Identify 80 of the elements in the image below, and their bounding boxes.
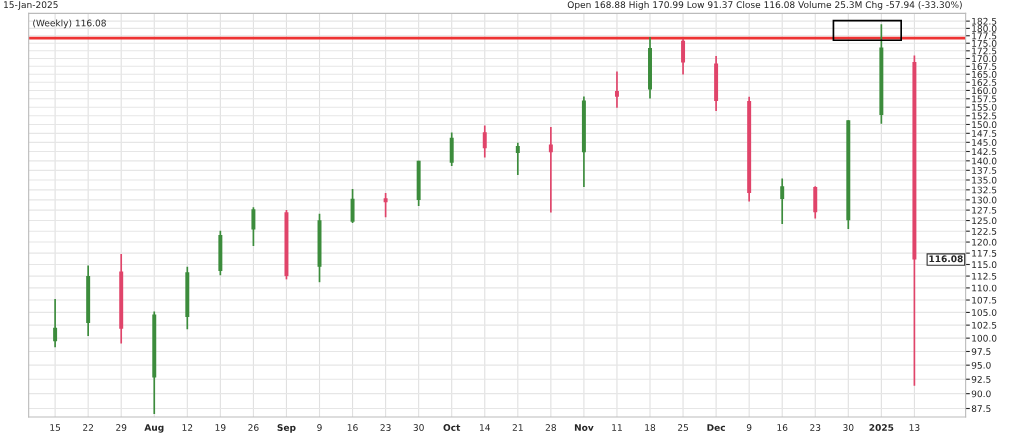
x-tick-label: 29 (116, 424, 127, 431)
y-tick-label: 170.0 (972, 55, 997, 63)
y-tick-label: 127.5 (972, 206, 997, 214)
x-tick-label: 11 (612, 424, 622, 431)
y-tick-label: 182.5 (972, 17, 997, 25)
x-tick-label: 9 (317, 424, 322, 431)
y-tick-label: 97.5 (971, 348, 991, 356)
x-tick-label: Sep (277, 424, 296, 433)
y-tick-label: 177.5 (972, 32, 997, 40)
x-tick-label: Aug (144, 424, 164, 433)
y-tick-label: 112.5 (972, 272, 997, 280)
x-tick-label: 26 (248, 424, 259, 431)
x-tick-label: 25 (677, 424, 689, 431)
y-tick-label: 137.5 (972, 167, 997, 174)
x-tick-label: Nov (574, 424, 594, 431)
y-tick-label: 165.0 (972, 70, 997, 78)
y-tick-label: 115.0 (972, 261, 997, 269)
x-tick-label: 16 (347, 424, 358, 431)
y-tick-label: 122.5 (972, 227, 997, 235)
x-tick-label: 12 (182, 424, 193, 431)
x-tick-label: 30 (843, 424, 854, 431)
x-tick-label: 2025 (869, 424, 894, 431)
x-tick-label: 23 (810, 424, 821, 431)
candlestick (548, 126, 553, 214)
y-tick-label: 132.5 (972, 186, 997, 194)
y-tick-label: 145.0 (972, 139, 997, 146)
candlestick (780, 177, 785, 225)
x-tick-label: 13 (909, 424, 920, 431)
chart-title: 15-Jan-2025 (4, 1, 58, 10)
x-tick-label: 28 (545, 424, 556, 431)
candlestick (614, 70, 619, 109)
y-tick-label: 140.0 (972, 157, 997, 165)
candlestick (383, 192, 388, 219)
x-tick-label: 18 (645, 424, 656, 431)
y-tick-label: 162.5 (972, 79, 997, 86)
y-tick-label: 157.5 (972, 95, 997, 103)
y-tick-label: 90.0 (971, 390, 991, 398)
x-tick-label: 9 (746, 424, 752, 431)
x-tick-label: 21 (512, 424, 523, 431)
y-tick-label: 125.0 (972, 217, 997, 225)
x-tick-label: 30 (413, 424, 424, 431)
x-tick-label: 23 (380, 424, 391, 431)
y-tick-label: 150.0 (972, 121, 997, 129)
y-tick-label: 172.5 (972, 47, 997, 55)
candlestick (515, 141, 520, 176)
y-tick-label: 160.0 (972, 87, 997, 95)
candlestick (53, 298, 58, 349)
y-tick-label: 102.5 (972, 321, 997, 329)
y-tick-label: 100.0 (972, 334, 997, 342)
x-tick-label: 15 (50, 424, 61, 431)
x-tick-label: 14 (480, 424, 490, 431)
candlestick (350, 188, 355, 224)
candlestick (251, 206, 256, 247)
y-tick-label: 87.5 (971, 405, 991, 413)
y-tick-label: 135.0 (972, 176, 997, 184)
y-tick-label: 152.5 (972, 112, 997, 120)
y-tick-label: 175.0 (972, 39, 997, 47)
candlestick (482, 124, 487, 159)
y-tick-label: 155.0 (972, 103, 997, 111)
y-tick-label: 147.5 (972, 130, 997, 137)
y-tick-label: 117.5 (972, 250, 997, 257)
x-tick-label: Oct (443, 424, 461, 431)
y-tick-label: 120.0 (972, 238, 997, 246)
y-tick-label: 95.0 (971, 361, 991, 369)
x-tick-label: 19 (215, 424, 226, 431)
y-tick-label: 142.5 (972, 148, 997, 156)
annotation: 116.08 (929, 255, 963, 263)
candlestick (681, 37, 686, 76)
chart-subtitle: Open 168.88 High 170.99 Low 91.37 Close 116.08 Volume 25.3M Chg -57.94 (-33.30%) (567, 1, 962, 10)
y-tick-label: 130.0 (972, 196, 997, 204)
y-tick-label: 92.5 (971, 375, 991, 383)
y-tick-label: 167.5 (972, 63, 997, 70)
y-tick-label: 180.0 (972, 25, 997, 32)
x-tick-label: 16 (777, 424, 788, 431)
annotation: (Weekly) 116.08 (33, 19, 106, 29)
y-tick-label: 110.0 (972, 284, 997, 292)
y-tick-label: 105.0 (972, 309, 997, 316)
y-tick-label: 107.5 (972, 296, 997, 304)
x-tick-label: 22 (83, 424, 93, 431)
x-tick-label: Dec (707, 424, 725, 431)
